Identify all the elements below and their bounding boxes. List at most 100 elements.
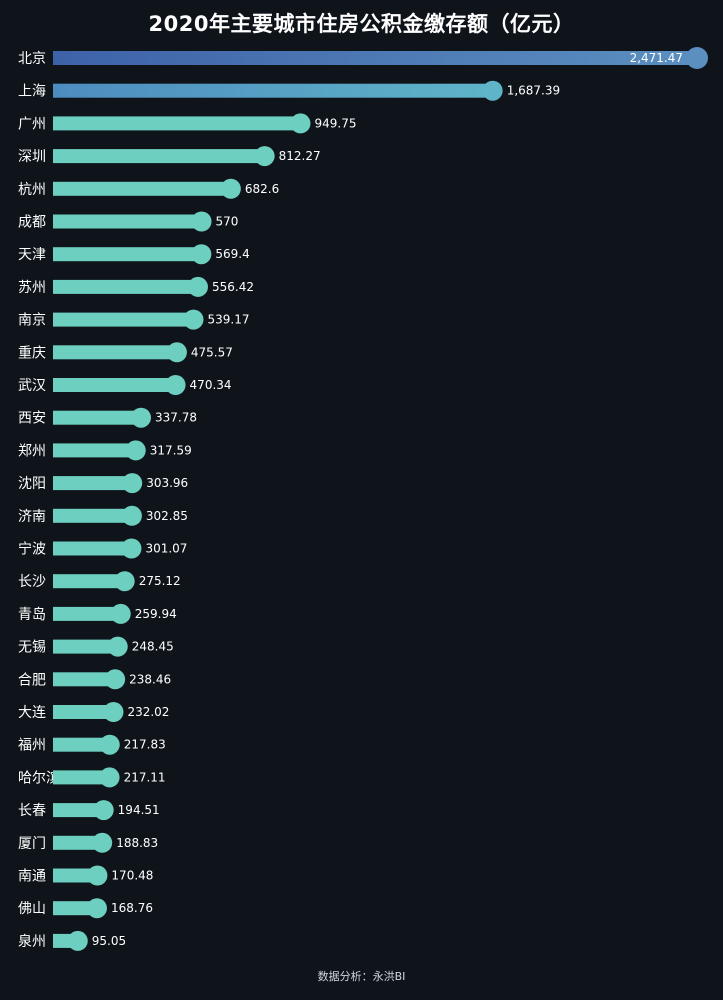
value-label: 170.48 — [111, 869, 153, 883]
category-label: 广州 — [18, 116, 46, 132]
bar — [53, 149, 265, 164]
bar-end-cap — [290, 113, 311, 134]
bar-end-cap — [191, 244, 212, 265]
bar — [53, 83, 493, 98]
bar-end-cap — [110, 603, 131, 624]
category-label: 厦门 — [18, 836, 46, 852]
bar-end-cap — [686, 47, 708, 69]
category-label: 宁波 — [18, 541, 46, 558]
category-label: 南通 — [18, 869, 46, 885]
chart-title: 2020年主要城市住房公积金缴存额（亿元） — [148, 12, 575, 36]
value-label: 812.27 — [279, 149, 321, 163]
category-label: 青岛 — [18, 607, 46, 623]
category-label: 泉州 — [18, 933, 46, 950]
bar-end-cap — [105, 669, 126, 690]
bar-end-cap — [99, 734, 120, 755]
value-label: 1,687.39 — [507, 84, 560, 98]
value-label: 556.42 — [212, 280, 254, 294]
category-label: 福州 — [18, 738, 46, 754]
category-label: 杭州 — [18, 182, 46, 198]
category-label: 哈尔滨 — [18, 770, 60, 786]
bar-end-cap — [165, 375, 186, 395]
bar — [53, 574, 125, 589]
bar-end-cap — [122, 473, 143, 494]
category-label: 沈阳 — [18, 476, 46, 492]
category-label: 北京 — [18, 51, 46, 67]
bar — [53, 868, 98, 883]
bar-end-cap — [114, 571, 135, 592]
bar-end-cap — [482, 80, 503, 101]
value-label: 302.85 — [146, 509, 188, 523]
category-label: 武汉 — [18, 378, 46, 394]
bar-end-cap — [187, 276, 208, 297]
value-label: 2,471.47 — [630, 51, 683, 65]
category-label: 济南 — [18, 509, 46, 525]
value-label: 194.51 — [118, 803, 160, 817]
value-label: 217.11 — [124, 770, 166, 784]
value-label: 949.75 — [314, 116, 356, 130]
category-label: 南京 — [18, 313, 46, 329]
bar — [53, 606, 121, 621]
value-label: 301.07 — [145, 542, 187, 556]
bar — [53, 279, 198, 294]
bar — [53, 508, 132, 523]
bar-end-cap — [131, 407, 152, 428]
category-label: 苏州 — [18, 280, 46, 296]
category-label: 长春 — [18, 803, 46, 819]
category-label: 大连 — [18, 705, 46, 721]
bar — [53, 770, 110, 785]
bar — [53, 737, 110, 752]
category-label: 长沙 — [18, 574, 46, 590]
bar — [53, 835, 103, 850]
bar-end-cap — [99, 767, 120, 788]
category-label: 佛山 — [18, 901, 46, 917]
bar-end-cap — [121, 538, 142, 559]
bar — [53, 247, 202, 262]
value-label: 539.17 — [207, 313, 249, 327]
category-label: 深圳 — [18, 149, 46, 165]
value-label: 317.59 — [150, 443, 192, 457]
value-label: 275.12 — [139, 574, 181, 588]
value-label: 337.78 — [155, 411, 197, 425]
bar-end-cap — [220, 178, 241, 199]
bar — [53, 378, 176, 392]
bar — [53, 443, 136, 458]
bar-end-cap — [166, 342, 187, 363]
bar-end-cap — [87, 865, 108, 886]
value-label: 217.83 — [124, 738, 166, 752]
bars-layer: 北京 2,471.47 上海 1,687.39 广州 949.75 深圳 812.27 杭州 68… — [18, 47, 708, 951]
value-label: 470.34 — [190, 378, 232, 392]
value-label: 232.02 — [127, 705, 169, 719]
bar — [53, 541, 132, 556]
bar — [53, 116, 301, 131]
value-label: 570 — [216, 215, 239, 229]
bar — [53, 51, 697, 65]
bar — [53, 214, 202, 229]
bar-end-cap — [254, 146, 275, 167]
source-text: 数据分析：永洪BI — [317, 970, 406, 983]
category-label: 重庆 — [18, 345, 46, 361]
bar-end-cap — [67, 930, 88, 951]
bar — [53, 672, 116, 687]
bar — [53, 901, 97, 916]
category-label: 郑州 — [18, 443, 46, 459]
value-label: 188.83 — [116, 836, 158, 850]
bar — [53, 312, 194, 327]
bar-end-cap — [107, 636, 128, 657]
value-label: 569.4 — [215, 247, 249, 261]
category-label: 合肥 — [18, 672, 46, 688]
bar — [53, 639, 118, 654]
bar-end-cap — [103, 702, 124, 722]
category-label: 上海 — [18, 84, 46, 100]
bar-end-cap — [191, 211, 212, 232]
bar — [53, 345, 177, 360]
bar-end-cap — [121, 505, 142, 526]
category-label: 无锡 — [18, 640, 46, 656]
bar — [53, 410, 142, 425]
value-label: 303.96 — [146, 476, 188, 490]
bar — [53, 181, 231, 196]
bar — [53, 705, 114, 719]
bar-end-cap — [86, 898, 107, 919]
category-label: 成都 — [18, 215, 46, 231]
